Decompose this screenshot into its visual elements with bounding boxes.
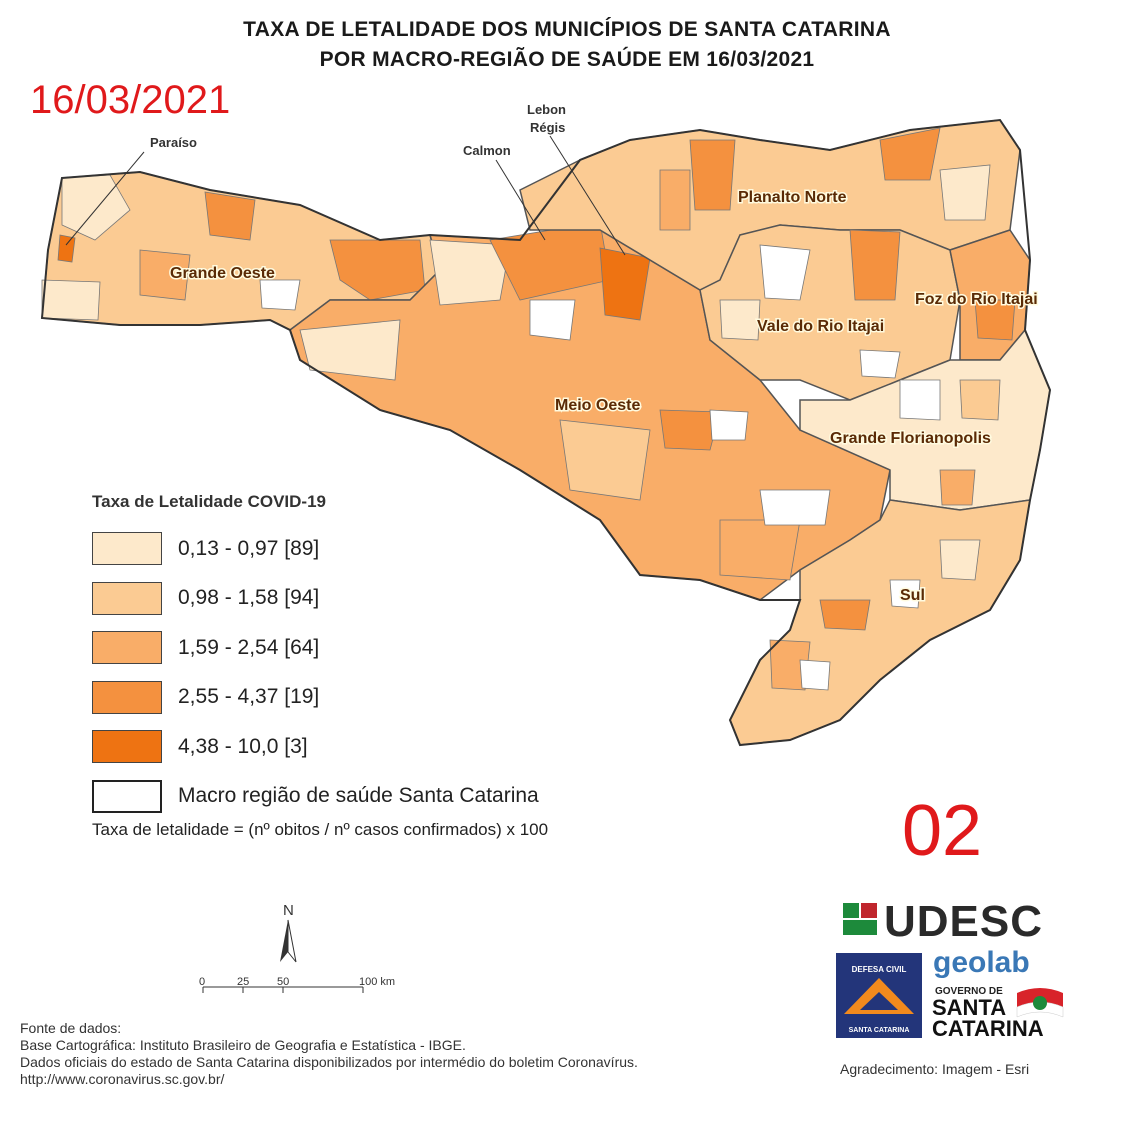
udesc-logo-text: UDESC [884, 897, 1044, 946]
legend-label: 2,55 - 4,37 [19] [178, 685, 320, 709]
legend-item: 0,13 - 0,97 [89] [92, 524, 539, 574]
acknowledgement: Agradecimento: Imagem - Esri [840, 1061, 1030, 1077]
scale-bar: 0 25 50 100 km [199, 976, 395, 993]
region-label-planalto-norte: Planalto Norte [738, 189, 847, 206]
legend-label: 4,38 - 10,0 [3] [178, 734, 308, 758]
sources-line: Base Cartográfica: Instituto Brasileiro … [20, 1037, 466, 1053]
scale-tick: 0 [199, 976, 205, 988]
region-sul [729, 499, 1031, 746]
legend-swatch [92, 730, 162, 764]
data-sources: Fonte de dados: Base Cartográfica: Insti… [20, 1020, 638, 1088]
callout-paraiso: Paraíso [150, 135, 197, 150]
geolab-logo: geolab [933, 946, 1030, 979]
region-label-foz-do-rio-itajai: Foz do Rio Itajai [915, 291, 1038, 308]
region-planalto-norte [519, 119, 1021, 291]
formula-text: Taxa de letalidade = (nº obitos / nº cas… [92, 820, 549, 839]
date-stamp: 16/03/2021 [30, 78, 231, 122]
region-label-grande-florianopolis: Grande Florianopolis [830, 430, 991, 447]
sources-link[interactable]: http://www.coronavirus.sc.gov.br/ [20, 1071, 225, 1087]
region-label-sul: Sul [900, 587, 925, 604]
legend-boundary-label: Macro região de saúde Santa Catarina [178, 784, 539, 808]
legend-swatch [92, 581, 162, 615]
defesa-civil-emblem-icon [844, 978, 914, 1014]
legend-swatch [92, 680, 162, 714]
udesc-logo-icon [843, 903, 877, 935]
callout-calmon: Calmon [463, 143, 511, 158]
region-grande-florianopolis [799, 328, 1051, 511]
map-title-line2: POR MACRO-REGIÃO DE SAÚDE EM 16/03/2021 [319, 48, 815, 71]
region-label-vale-do-rio-itajai: Vale do Rio Itajai [757, 318, 884, 335]
north-arrow-icon: N [280, 902, 297, 963]
region-meio-oeste [289, 221, 891, 601]
lebon-regis-leader [549, 135, 626, 256]
scale-tick: 100 km [359, 976, 395, 988]
legend-swatch [92, 532, 162, 566]
region-foz-do-rio-itajai [949, 229, 1031, 361]
santa-catarina-map: Paraíso Calmon Lebon Régis Grande Oeste … [40, 102, 1052, 747]
legend-item: 4,38 - 10,0 [3] [92, 722, 539, 772]
scale-tick: 25 [237, 976, 249, 988]
legend-item: 1,59 - 2,54 [64] [92, 623, 539, 673]
gov-logo-line1: GOVERNO DE [935, 986, 1003, 997]
sources-line: Fonte de dados: [20, 1020, 122, 1036]
legend-swatch [92, 631, 162, 665]
legend-item: 0,98 - 1,58 [94] [92, 574, 539, 624]
defesa-civil-subtitle: SANTA CATARINA [848, 1027, 910, 1034]
defesa-civil-title: DEFESA CIVIL [851, 965, 907, 974]
region-label-meio-oeste: Meio Oeste [555, 397, 640, 414]
scale-tick: 50 [277, 976, 289, 988]
paraiso-leader [65, 151, 145, 246]
legend-title: Taxa de Letalidade COVID-19 [92, 492, 326, 511]
legend-label: 0,13 - 0,97 [89] [178, 536, 320, 560]
calmon-leader [495, 159, 546, 241]
region-label-grande-oeste: Grande Oeste [170, 265, 275, 282]
page-number: 02 [902, 791, 983, 871]
legend-item: Macro região de saúde Santa Catarina [92, 772, 539, 822]
map-title-line1: TAXA DE LETALIDADE DOS MUNICÍPIOS DE SAN… [243, 18, 891, 41]
callout-regis: Régis [530, 120, 565, 135]
defesa-civil-logo: DEFESA CIVIL SANTA CATARINA [836, 953, 922, 1038]
gov-logo-line3: CATARINA [932, 1016, 1044, 1041]
legend-item: 2,55 - 4,37 [19] [92, 673, 539, 723]
map-legend: Taxa de Letalidade COVID-19 0,13 - 0,97 … [92, 492, 539, 821]
legend-label: 1,59 - 2,54 [64] [178, 635, 320, 659]
gov-logo-name: SANTA CATARINA [932, 995, 1044, 1041]
region-grande-oeste [41, 171, 441, 331]
sources-line: Dados oficiais do estado de Santa Catari… [20, 1054, 638, 1070]
region-vale-do-rio-itajai [699, 224, 961, 401]
sc-flag-icon [1016, 988, 1064, 1018]
legend-label: 0,98 - 1,58 [94] [178, 586, 320, 610]
north-label: N [283, 902, 294, 919]
legend-swatch-boundary [92, 779, 162, 813]
gov-logo-line2: SANTA [932, 995, 1007, 1020]
callout-lebon: Lebon [527, 102, 566, 117]
